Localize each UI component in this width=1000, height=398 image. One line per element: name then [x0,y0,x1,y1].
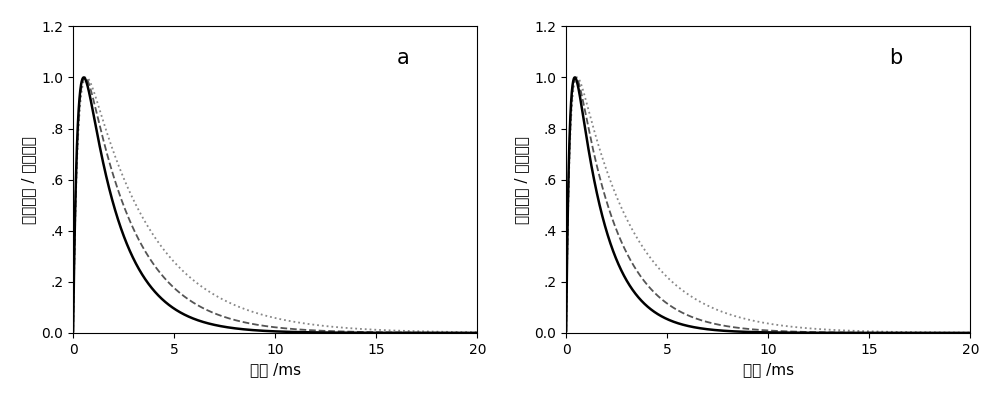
X-axis label: 时间 /ms: 时间 /ms [250,362,301,377]
Y-axis label: 荧光寿命 / 任意单位: 荧光寿命 / 任意单位 [514,136,529,224]
Text: b: b [890,48,903,68]
Y-axis label: 荧光寿命 / 任意单位: 荧光寿命 / 任意单位 [21,136,36,224]
X-axis label: 时间 /ms: 时间 /ms [743,362,794,377]
Text: a: a [397,48,409,68]
